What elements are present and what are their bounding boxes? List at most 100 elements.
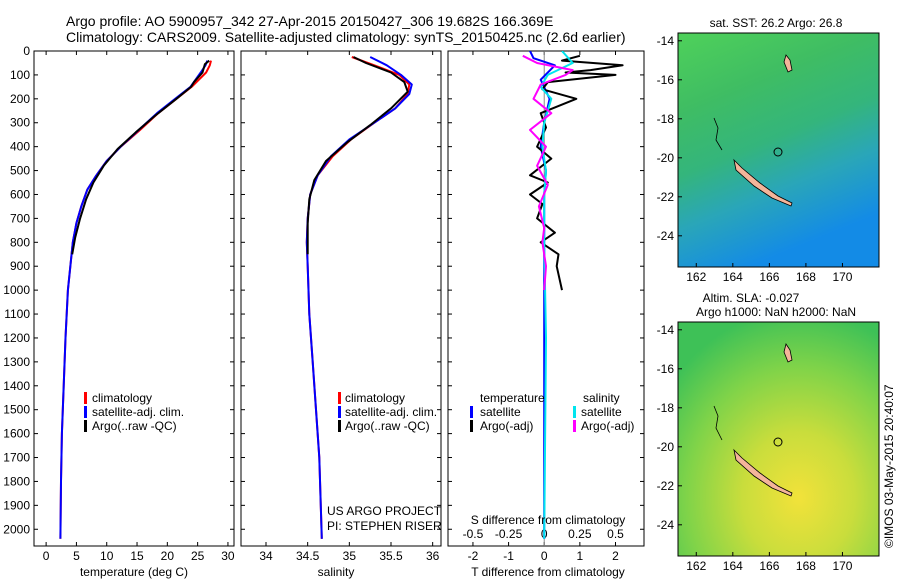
- new-caledonia-island: [733, 158, 793, 207]
- argo-location-marker: [773, 437, 783, 447]
- new-caledonia-island: [733, 448, 793, 497]
- depth-axis-ticks: 0 100 200 300 400 500 600 700 800 900 1000 1100 1200…: [3, 44, 644, 536]
- lat-tick-label: -14: [657, 323, 675, 337]
- x-tick-label: 10: [100, 549, 114, 563]
- legend-header-salinity: salinity: [583, 391, 620, 405]
- legend-label-climatology: climatology: [345, 391, 405, 405]
- legend-label-climatology: climatology: [92, 391, 152, 405]
- salinity-legend: climatology satellite-adj. clim. Argo(..…: [338, 391, 437, 433]
- project-credit: US ARGO PROJECT: [327, 504, 442, 518]
- temperature-axis-ticks: 0 5 10 15 20 25 30: [43, 51, 235, 563]
- legend-label-t-satellite: satellite: [480, 405, 521, 419]
- temperature-panel-frame: [33, 50, 235, 547]
- legend-label-s-satellite: satellite: [581, 405, 622, 419]
- depth-tick-label: 1100: [4, 307, 30, 321]
- s-tick-label: -0.25: [495, 527, 523, 541]
- x-tick-label: 25: [191, 549, 205, 563]
- lon-tick-label: 166: [759, 270, 779, 284]
- legend-label-argo: Argo(..raw -QC): [345, 419, 430, 433]
- legend-swatch-satellite: [338, 406, 341, 418]
- x-tick-label: 15: [130, 549, 144, 563]
- lat-tick-label: -18: [657, 112, 675, 126]
- imos-footer: ©IMOS 03-May-2015 20:40:07: [882, 384, 896, 548]
- sst-lat-ticks: -14 -16 -18 -20 -22 -24: [657, 34, 682, 243]
- sst-lon-ticks: 162 164 166 168 170: [686, 263, 853, 284]
- legend-header-temperature: temperature: [480, 391, 545, 405]
- depth-tick-label: 1600: [3, 427, 30, 441]
- lat-tick-label: -16: [657, 362, 675, 376]
- lat-tick-label: -22: [657, 479, 675, 493]
- legend-swatch-satellite: [84, 406, 87, 418]
- t-difference-axis-label: T difference from climatology: [471, 565, 625, 579]
- series-line-t-argo-adj-: [529, 54, 624, 291]
- s-tick-label: 0.5: [607, 527, 624, 541]
- sla-field: [678, 322, 879, 556]
- depth-tick-label: 400: [10, 140, 30, 154]
- vanuatu-island: [783, 54, 793, 73]
- x-tick-label: 0: [541, 549, 548, 563]
- legend-label-satellite: satellite-adj. clim.: [92, 405, 184, 419]
- lon-tick-label: 170: [832, 270, 852, 284]
- depth-tick-label: 1700: [3, 451, 30, 465]
- depth-tick-label: 1200: [3, 331, 30, 345]
- x-tick-label: 1: [577, 549, 584, 563]
- legend-label-s-argo: Argo(-adj): [581, 419, 634, 433]
- lat-tick-label: -22: [657, 190, 675, 204]
- depth-tick-label: 2000: [3, 522, 30, 536]
- lat-tick-label: -18: [657, 401, 675, 415]
- x-tick-label: -2: [468, 549, 479, 563]
- x-tick-label: 35: [343, 549, 357, 563]
- sla-map-title: Altim. SLA: -0.027: [703, 291, 800, 305]
- lon-tick-label: 164: [723, 559, 743, 573]
- depth-tick-label: 200: [10, 92, 30, 106]
- lat-tick-label: -14: [657, 34, 675, 48]
- depth-tick-label: 900: [10, 259, 30, 273]
- salinity-series: [305, 56, 413, 539]
- difference-legend: temperature salinity satellite Argo(-adj…: [470, 391, 634, 433]
- legend-swatch-climatology: [84, 392, 87, 404]
- depth-tick-label: 1300: [3, 355, 30, 369]
- depth-tick-label: 1500: [3, 403, 30, 417]
- legend-swatch-t-satellite: [470, 406, 473, 418]
- legend-swatch-argo: [84, 420, 87, 432]
- depth-tick-label: 300: [10, 116, 30, 130]
- salinity-axis-ticks: 34 34.5 35 35.5 36: [259, 51, 440, 563]
- legend-label-argo: Argo(..raw -QC): [92, 419, 177, 433]
- depth-tick-label: 1000: [3, 283, 30, 297]
- depth-tick-label: 1800: [3, 474, 30, 488]
- x-tick-label: 30: [221, 549, 235, 563]
- difference-series: [522, 51, 624, 546]
- legend-swatch-climatology: [338, 392, 341, 404]
- lon-tick-label: 168: [796, 559, 816, 573]
- depth-tick-label: 1900: [3, 498, 30, 512]
- sla-map-subtitle: Argo h1000: NaN h2000: NaN: [696, 305, 856, 319]
- legend-label-satellite: satellite-adj. clim.: [345, 405, 437, 419]
- depth-tick-label: 0: [23, 44, 30, 58]
- temperature-axis-label: temperature (deg C): [80, 565, 188, 579]
- legend-swatch-s-argo: [573, 420, 576, 432]
- series-line-s-argo-adj-: [522, 54, 574, 291]
- x-tick-label: 35.5: [379, 549, 403, 563]
- x-tick-label: 0: [43, 549, 50, 563]
- x-tick-label: 2: [612, 549, 619, 563]
- temperature-series: [59, 59, 212, 539]
- reef-outline: [713, 405, 723, 441]
- reef-outline: [713, 117, 723, 151]
- figure-title-line2: Climatology: CARS2009. Satellite-adjuste…: [66, 29, 626, 45]
- depth-tick-label: 1400: [3, 379, 30, 393]
- sst-map: [677, 32, 880, 268]
- lon-tick-label: 168: [796, 270, 816, 284]
- x-tick-label: 36: [426, 549, 440, 563]
- pi-credit: PI: STEPHEN RISER: [327, 519, 442, 533]
- lat-tick-label: -20: [657, 151, 675, 165]
- legend-swatch-argo: [338, 420, 341, 432]
- sla-map-frame: [677, 321, 880, 557]
- depth-tick-label: 600: [10, 187, 30, 201]
- t-difference-axis-ticks: -2 -1 0 1 2: [468, 51, 619, 563]
- s-tick-label: -0.5: [463, 527, 484, 541]
- lat-tick-label: -20: [657, 440, 675, 454]
- s-tick-label: 0.25: [568, 527, 592, 541]
- x-tick-label: 5: [73, 549, 80, 563]
- lon-tick-label: 162: [686, 559, 706, 573]
